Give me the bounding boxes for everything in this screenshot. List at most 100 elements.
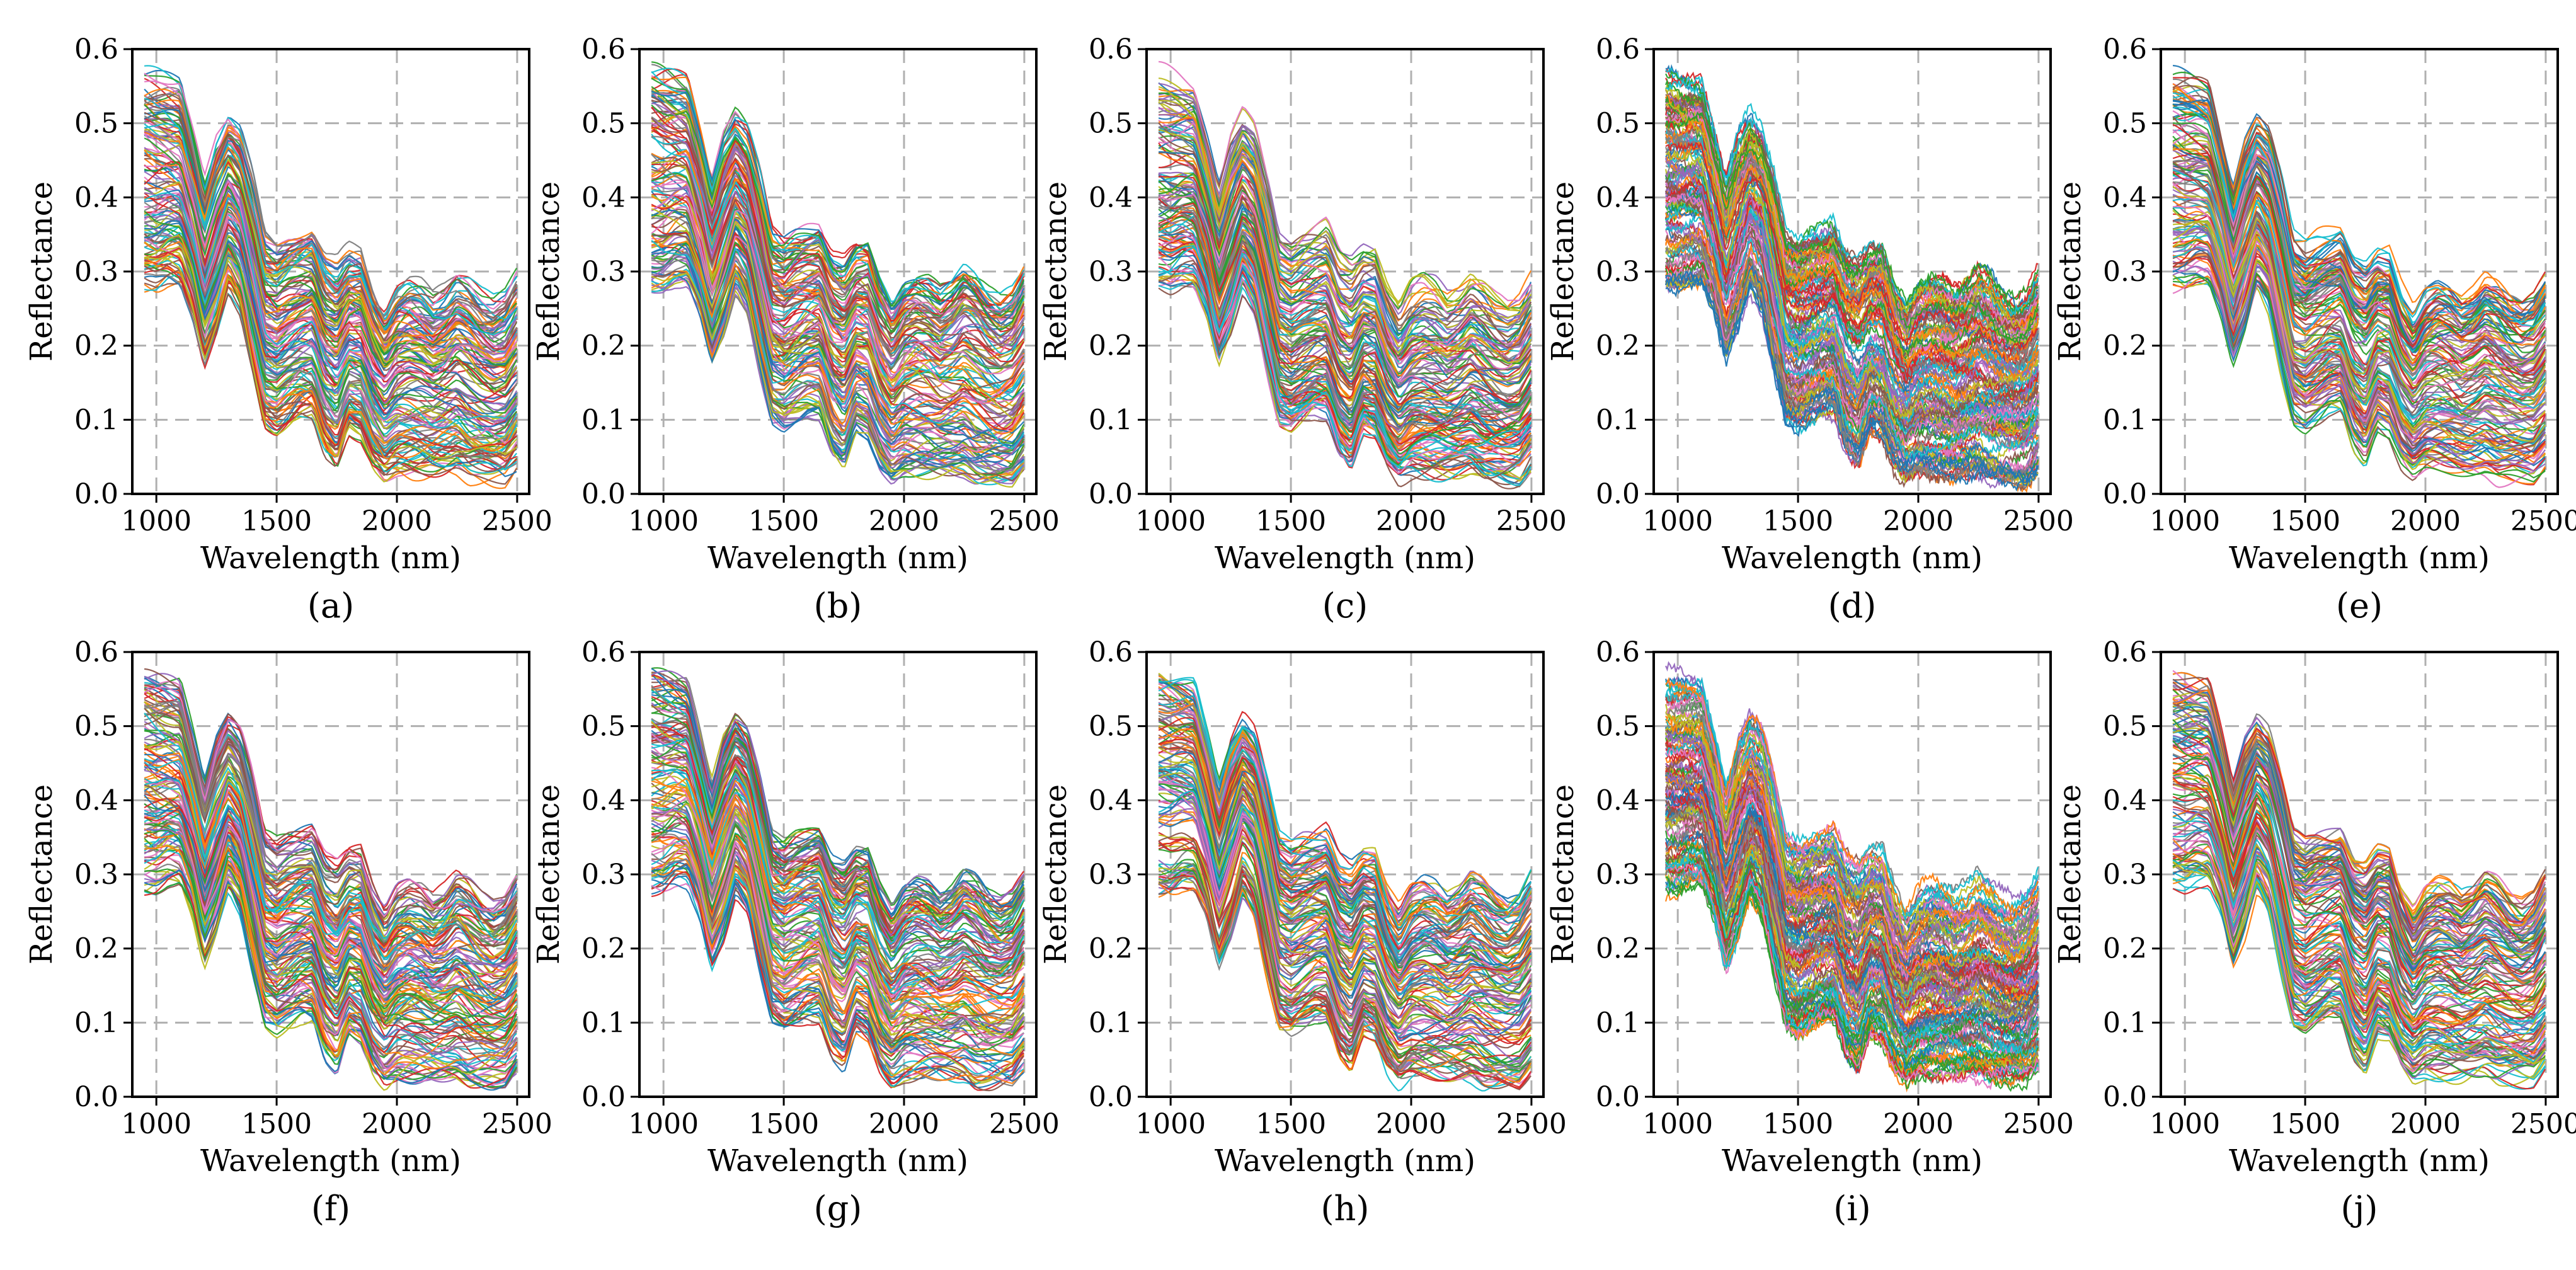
spectra-lines (1665, 661, 2039, 1093)
spectrum-line (2172, 89, 2546, 324)
spectrum-line (2172, 164, 2546, 367)
x-tick-label: 2000 (362, 1108, 432, 1140)
y-tick-label: 0.4 (2103, 784, 2147, 816)
panel-f: 1000 1500 2000 2500 0.0 0.1 0.2 0.3 0.4 0.5 0.6 Wav… (24, 636, 552, 1228)
y-tick-label: 0.3 (581, 859, 626, 891)
spectrum-line (1665, 152, 2039, 423)
spectrum-line (1158, 883, 1532, 1083)
y-tick-label: 0.0 (2103, 478, 2147, 510)
spectrum-line (2172, 217, 2546, 442)
spectrum-line (144, 818, 517, 1021)
spectrum-line (144, 712, 517, 969)
spectrum-line (1158, 792, 1532, 995)
y-tick-label: 0.1 (2103, 404, 2147, 436)
spectrum-line (2172, 159, 2546, 389)
y-tick-label: 0.1 (1596, 404, 1640, 436)
spectrum-line (1665, 111, 2039, 344)
spectrum-line (1158, 195, 1532, 430)
y-tick-label: 0.1 (1596, 1007, 1640, 1039)
y-axis-label: Reflectance (24, 784, 59, 964)
spectrum-line (1665, 868, 2039, 1090)
spectrum-line (1665, 125, 2039, 375)
spectrum-line (1158, 876, 1531, 1072)
x-axis-label: Wavelength (nm) (200, 1143, 461, 1179)
y-tick-label: 0.2 (1089, 933, 1133, 965)
y-tick-label: 0.5 (2103, 711, 2147, 743)
spectrum-line (651, 270, 1024, 481)
y-tick-label: 0.3 (1089, 859, 1133, 891)
spectrum-line (144, 130, 518, 360)
spectrum-line (651, 690, 1025, 946)
spectra-lines (1665, 64, 2039, 493)
y-tick-label: 0.2 (2103, 330, 2147, 362)
x-axis-label: Wavelength (nm) (1722, 541, 1983, 576)
spectrum-line (2172, 83, 2546, 316)
panel-label: (g) (814, 1189, 862, 1228)
spectrum-line (1665, 677, 2039, 915)
y-axis-label: Reflectance (1545, 784, 1581, 964)
panel-label: (b) (814, 586, 862, 626)
x-tick-label: 2000 (362, 505, 432, 537)
spectrum-line (651, 712, 1024, 934)
y-axis-label: Reflectance (531, 181, 566, 362)
spectrum-line (1665, 717, 2039, 993)
spectrum-line (144, 193, 518, 425)
y-tick-label: 0.5 (1089, 108, 1133, 140)
spectra-lines (1158, 673, 1532, 1092)
spectrum-line (651, 67, 1024, 324)
spectrum-line (651, 252, 1025, 481)
spectrum-line (1158, 190, 1532, 433)
spectrum-line (2173, 753, 2546, 995)
spectrum-line (651, 86, 1025, 313)
spectrum-line (144, 704, 518, 943)
spectrum-line (144, 257, 517, 467)
y-tick-label: 0.3 (581, 256, 626, 288)
x-tick-label: 1500 (241, 1108, 312, 1140)
y-tick-label: 0.2 (581, 330, 626, 362)
spectrum-line (1158, 198, 1532, 405)
spectrum-line (1158, 681, 1532, 937)
spectrum-line (2172, 252, 2546, 472)
spectrum-line (2172, 711, 2546, 959)
x-tick-label: 1500 (1256, 505, 1326, 537)
spectrum-line (1158, 677, 1532, 929)
spectrum-line (1665, 863, 2039, 1084)
panel-label: (f) (311, 1189, 350, 1228)
spectrum-line (1159, 872, 1532, 1088)
spectrum-line (651, 737, 1025, 994)
spectrum-line (144, 869, 518, 1091)
spectrum-line (651, 239, 1025, 450)
spectrum-line (1159, 173, 1532, 413)
spectrum-line (651, 174, 1024, 438)
y-tick-label: 0.0 (581, 1081, 626, 1113)
x-tick-label: 2000 (1376, 505, 1446, 537)
spectrum-line (1158, 191, 1532, 416)
spectrum-line (1665, 799, 2039, 1012)
spectrum-line (2172, 99, 2546, 351)
y-tick-label: 0.3 (2103, 859, 2147, 891)
y-tick-label: 0.3 (2103, 256, 2147, 288)
panel-g: 1000 1500 2000 2500 0.0 0.1 0.2 0.3 0.4 0.5 0.6 Wav… (531, 636, 1060, 1228)
spectrum-line (1665, 102, 2039, 333)
spectrum-line (1665, 733, 2039, 958)
y-tick-label: 0.6 (1089, 33, 1133, 66)
y-tick-label: 0.2 (1089, 330, 1133, 362)
y-axis-label: Reflectance (531, 784, 566, 964)
spectrum-line (1158, 751, 1531, 971)
spectrum-line (1158, 808, 1531, 1032)
spectrum-line (2172, 274, 2546, 479)
spectrum-line (651, 88, 1025, 343)
x-axis-label: Wavelength (nm) (200, 541, 461, 576)
spectrum-line (651, 90, 1025, 324)
spectrum-line (1665, 748, 2039, 987)
spectrum-line (2172, 782, 2546, 1005)
y-axis-label: Reflectance (2052, 181, 2088, 362)
spectra-lines (144, 65, 518, 489)
spectrum-line (651, 264, 1024, 482)
x-tick-label: 2000 (2390, 1108, 2461, 1140)
spectrum-line (1665, 264, 2039, 485)
spectrum-line (2172, 846, 2546, 1073)
spectrum-line (2173, 829, 2546, 1056)
spectrum-line (1158, 790, 1531, 1015)
panel-label: (h) (1321, 1189, 1370, 1228)
